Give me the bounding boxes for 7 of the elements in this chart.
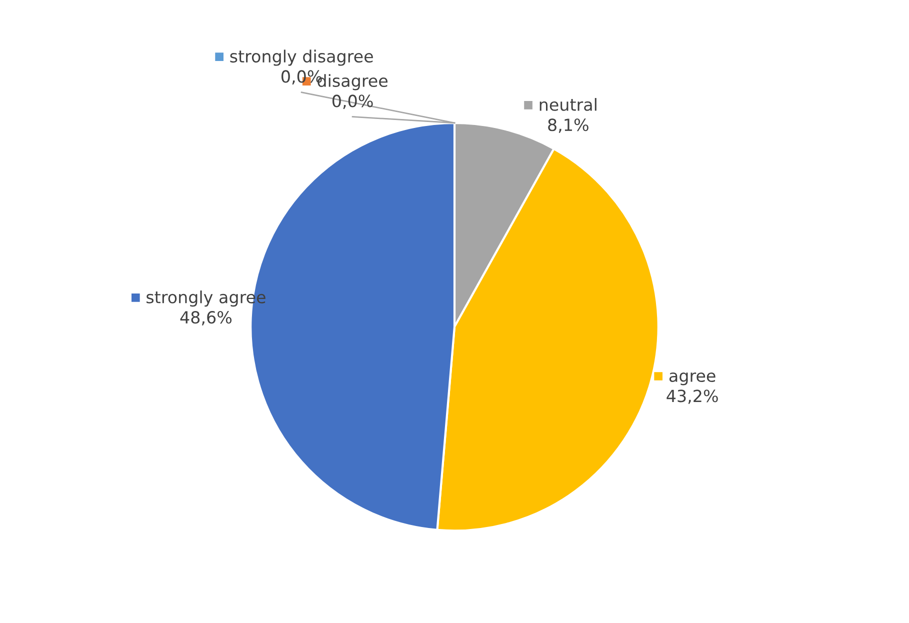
text: 0,0% — [332, 94, 373, 109]
legend-label: agree — [669, 372, 716, 386]
legend-label: strongly disagree — [230, 50, 373, 66]
data-label: 43,2% — [666, 390, 718, 404]
legend-label: neutral — [540, 98, 596, 111]
data-label: 8,1% — [548, 118, 588, 133]
data-label: 48,6% — [180, 311, 232, 326]
